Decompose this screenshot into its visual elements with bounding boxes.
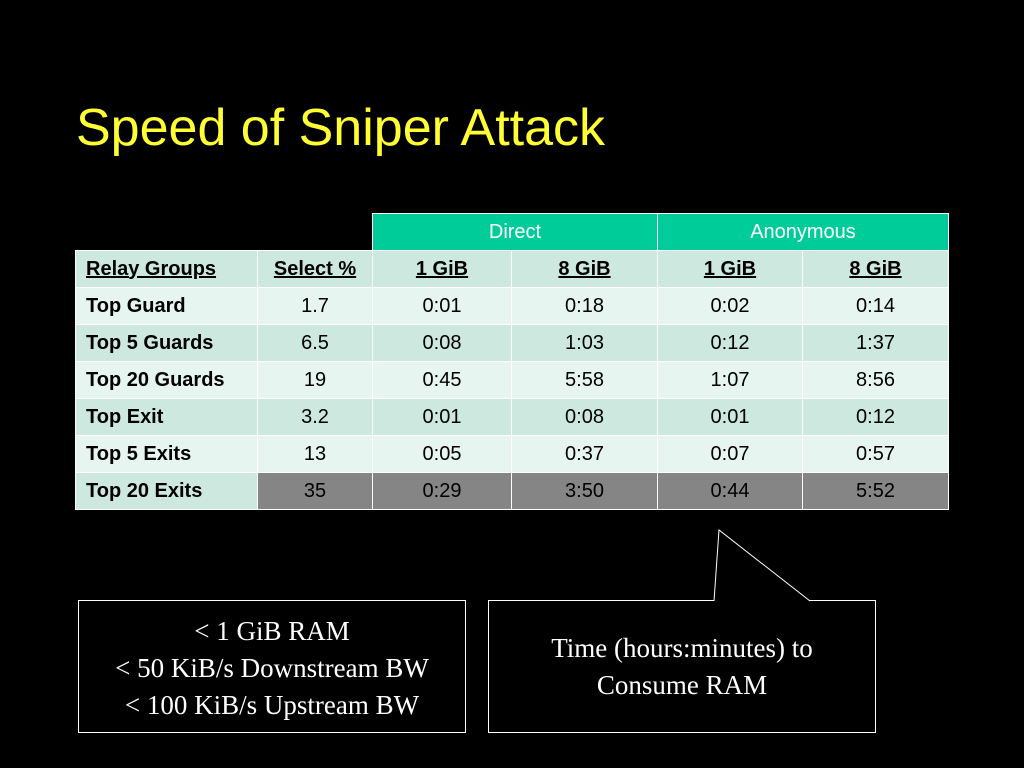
sniper-speed-table: Direct Anonymous Relay Groups Select % 1… bbox=[75, 213, 949, 510]
time-callout-line: Time (hours:minutes) to bbox=[551, 633, 813, 663]
anon-1gib-cell: 0:44 bbox=[657, 472, 803, 510]
upstream-bw-line: < 100 KiB/s Upstream BW bbox=[124, 690, 420, 720]
time-callout-line: Consume RAM bbox=[596, 670, 768, 700]
ram-requirement-line: < 1 GiB RAM bbox=[194, 616, 350, 646]
row-label: Top 20 Guards bbox=[75, 361, 258, 399]
select-pct-cell: 19 bbox=[257, 361, 373, 399]
col-header-relay-groups: Relay Groups bbox=[75, 250, 258, 288]
direct-8gib-cell: 5:58 bbox=[511, 361, 658, 399]
col-header-direct-1gib: 1 GiB bbox=[372, 250, 512, 288]
anon-8gib-cell: 8:56 bbox=[802, 361, 949, 399]
select-pct-cell: 35 bbox=[257, 472, 373, 510]
col-header-direct-8gib: 8 GiB bbox=[511, 250, 658, 288]
table-row: Top Guard 1.7 0:01 0:18 0:02 0:14 bbox=[75, 287, 949, 325]
group-header-anonymous: Anonymous bbox=[657, 213, 949, 251]
anon-8gib-cell: 0:14 bbox=[802, 287, 949, 325]
direct-8gib-cell: 0:37 bbox=[511, 435, 658, 473]
row-label: Top 5 Exits bbox=[75, 435, 258, 473]
direct-1gib-cell: 0:29 bbox=[372, 472, 512, 510]
direct-1gib-cell: 0:01 bbox=[372, 287, 512, 325]
blank-corner bbox=[75, 213, 373, 251]
table-row: Top 20 Exits 35 0:29 3:50 0:44 5:52 bbox=[75, 472, 949, 510]
anon-8gib-cell: 5:52 bbox=[802, 472, 949, 510]
direct-8gib-cell: 1:03 bbox=[511, 324, 658, 362]
direct-1gib-cell: 0:08 bbox=[372, 324, 512, 362]
select-pct-cell: 1.7 bbox=[257, 287, 373, 325]
anon-8gib-cell: 1:37 bbox=[802, 324, 949, 362]
group-header-row: Direct Anonymous bbox=[75, 213, 949, 251]
anon-8gib-cell: 0:57 bbox=[802, 435, 949, 473]
group-header-direct: Direct bbox=[372, 213, 658, 251]
anon-1gib-cell: 0:07 bbox=[657, 435, 803, 473]
table-row: Top Exit 3.2 0:01 0:08 0:01 0:12 bbox=[75, 398, 949, 436]
direct-1gib-cell: 0:01 bbox=[372, 398, 512, 436]
row-label: Top 5 Guards bbox=[75, 324, 258, 362]
col-header-select-pct: Select % bbox=[257, 250, 373, 288]
direct-8gib-cell: 0:08 bbox=[511, 398, 658, 436]
col-header-anon-8gib: 8 GiB bbox=[802, 250, 949, 288]
select-pct-cell: 13 bbox=[257, 435, 373, 473]
col-header-anon-1gib: 1 GiB bbox=[657, 250, 803, 288]
row-label: Top Guard bbox=[75, 287, 258, 325]
time-callout-box: Time (hours:minutes) to Consume RAM bbox=[488, 600, 876, 733]
table-row: Top 5 Guards 6.5 0:08 1:03 0:12 1:37 bbox=[75, 324, 949, 362]
row-label: Top Exit bbox=[75, 398, 258, 436]
select-pct-cell: 3.2 bbox=[257, 398, 373, 436]
direct-8gib-cell: 0:18 bbox=[511, 287, 658, 325]
table-row: Top 5 Exits 13 0:05 0:37 0:07 0:57 bbox=[75, 435, 949, 473]
select-pct-cell: 6.5 bbox=[257, 324, 373, 362]
row-label: Top 20 Exits bbox=[75, 472, 258, 510]
anon-1gib-cell: 0:02 bbox=[657, 287, 803, 325]
direct-1gib-cell: 0:45 bbox=[372, 361, 512, 399]
ram-requirements-box: < 1 GiB RAM < 50 KiB/s Downstream BW < 1… bbox=[78, 600, 466, 733]
table-row: Top 20 Guards 19 0:45 5:58 1:07 8:56 bbox=[75, 361, 949, 399]
column-header-row: Relay Groups Select % 1 GiB 8 GiB 1 GiB … bbox=[75, 250, 949, 288]
anon-1gib-cell: 0:01 bbox=[657, 398, 803, 436]
anon-8gib-cell: 0:12 bbox=[802, 398, 949, 436]
direct-1gib-cell: 0:05 bbox=[372, 435, 512, 473]
anon-1gib-cell: 0:12 bbox=[657, 324, 803, 362]
direct-8gib-cell: 3:50 bbox=[511, 472, 658, 510]
slide-title: Speed of Sniper Attack bbox=[76, 99, 606, 157]
downstream-bw-line: < 50 KiB/s Downstream BW bbox=[115, 653, 429, 683]
anon-1gib-cell: 1:07 bbox=[657, 361, 803, 399]
